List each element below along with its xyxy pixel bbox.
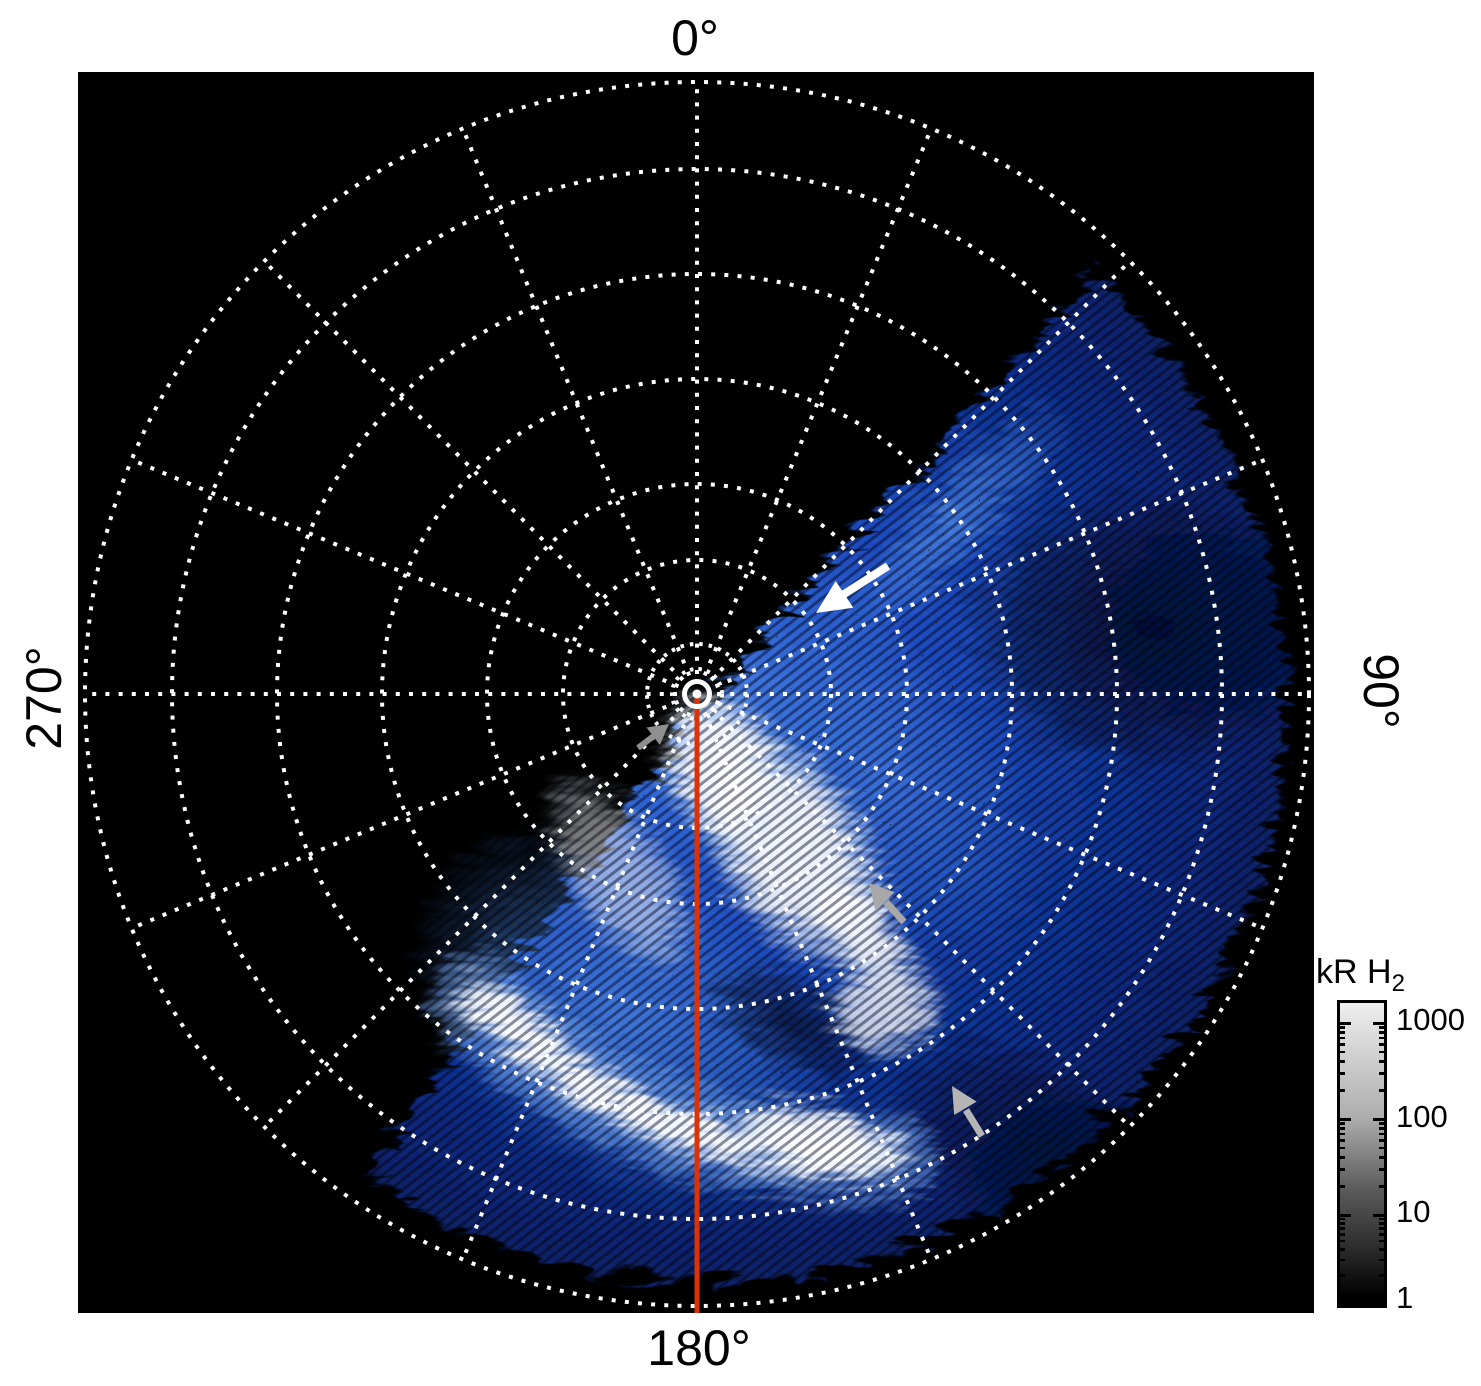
colorbar-tick-mark (1373, 1022, 1384, 1025)
colorbar-tick-mark (1379, 1072, 1384, 1075)
colorbar-tick-mark (1340, 1036, 1345, 1040)
colorbar-tick-mark (1340, 1214, 1351, 1217)
colorbar-tick-mark (1340, 1146, 1345, 1150)
colorbar-tick-mark (1379, 1248, 1384, 1251)
colorbar-tick-mark (1379, 1239, 1384, 1243)
colorbar-tick-mark (1340, 1043, 1345, 1046)
colorbar-tick-mark (1379, 1156, 1384, 1159)
colorbar-tick-mark (1379, 1217, 1384, 1221)
white-arrow (816, 562, 891, 613)
grid-circle (380, 377, 1014, 1011)
colorbar-tick-mark (1379, 1274, 1384, 1277)
colorbar-tick-mark (1379, 1089, 1384, 1092)
pole-marker-dot (692, 689, 702, 699)
colorbar-tick-mark (1379, 1127, 1384, 1130)
colorbar-tick-mark (1379, 1132, 1384, 1136)
grid-circle (561, 558, 833, 830)
gray-arrow-outer (952, 1086, 985, 1138)
colorbar-tick-mark (1340, 1132, 1345, 1136)
colorbar-tick-mark (1340, 1222, 1345, 1225)
colorbar-tick-label: 1 (1396, 1280, 1414, 1315)
grid-circle (670, 667, 724, 721)
colorbar-tick-mark (1340, 1248, 1345, 1251)
colorbar-title: kR H2 (1316, 953, 1405, 998)
colorbar-title-subscript: 2 (1391, 969, 1405, 997)
colorbar-tick-mark (1373, 1214, 1384, 1217)
angle-label-90: 90° (1353, 653, 1409, 729)
annotation-arrows (636, 562, 985, 1138)
colorbar-tick-mark (1379, 1233, 1384, 1236)
colorbar-tick-mark (1340, 1300, 1351, 1303)
polar-plot-canvas (78, 72, 1314, 1313)
colorbar-tick-label: 1000 (1396, 1002, 1465, 1037)
colorbar-tick-mark (1340, 1022, 1351, 1025)
colorbar-tick-mark (1373, 1300, 1384, 1303)
colorbar-tick-mark (1379, 1122, 1384, 1125)
colorbar-tick-mark (1379, 1043, 1384, 1046)
colorbar-tick-mark (1340, 1139, 1345, 1142)
gray-arrow-near-pole (636, 724, 669, 751)
colorbar-tick-mark (1340, 1072, 1345, 1075)
pole-marker-ring (682, 679, 712, 709)
colorbar-tick-mark (1373, 1118, 1384, 1121)
colorbar-tick-mark (1379, 1036, 1384, 1040)
colorbar-tick-mark (1340, 1239, 1345, 1243)
gray-arrow-mid (869, 883, 907, 925)
colorbar-tick-mark (1379, 1185, 1384, 1188)
colorbar-tick-mark (1340, 1185, 1345, 1188)
grid-circle (83, 80, 1311, 1308)
colorbar-tick-mark (1340, 1233, 1345, 1236)
colorbar-tick-mark (1340, 1031, 1345, 1034)
colorbar-tick-mark (1340, 1060, 1345, 1063)
colorbar-tick-mark (1379, 1222, 1384, 1225)
colorbar-tick-mark (1379, 1258, 1384, 1262)
grid-circle (485, 482, 909, 906)
colorbar-tick-mark (1340, 1274, 1345, 1277)
colorbar-tick-mark (1379, 1146, 1384, 1150)
colorbar-tick-mark (1379, 1031, 1384, 1034)
plot-area (78, 72, 1314, 1313)
colorbar-tick-mark (1340, 1118, 1351, 1121)
colorbar-tick-mark (1340, 1156, 1345, 1159)
colorbar-tick-mark (1379, 1227, 1384, 1230)
colorbar-tick-mark (1340, 1217, 1345, 1221)
colorbar-tick-mark (1379, 1139, 1384, 1142)
colorbar-tick-mark (1340, 1227, 1345, 1230)
colorbar-tick-mark (1340, 1122, 1345, 1125)
colorbar-tick-label: 10 (1396, 1194, 1431, 1229)
colorbar-tick-mark (1340, 1168, 1345, 1171)
angle-label-270: 270° (16, 646, 72, 750)
colorbar-tick-mark (1340, 1026, 1345, 1029)
colorbar-tick-mark (1379, 1050, 1384, 1054)
colorbar-bar (1337, 1000, 1387, 1308)
angle-label-180: 180° (647, 1320, 751, 1376)
colorbar-tick-mark (1340, 1050, 1345, 1054)
colorbar-tick-label: 100 (1396, 1099, 1448, 1134)
colorbar-tick-mark (1379, 1060, 1384, 1063)
colorbar-tick-mark (1340, 1089, 1345, 1092)
colorbar-title-text: kR H (1316, 953, 1392, 991)
angle-label-0: 0° (671, 10, 719, 66)
colorbar-tick-mark (1340, 1127, 1345, 1130)
colorbar-tick-mark (1379, 1168, 1384, 1171)
colorbar-tick-mark (1340, 1258, 1345, 1262)
colorbar-tick-mark (1379, 1026, 1384, 1029)
